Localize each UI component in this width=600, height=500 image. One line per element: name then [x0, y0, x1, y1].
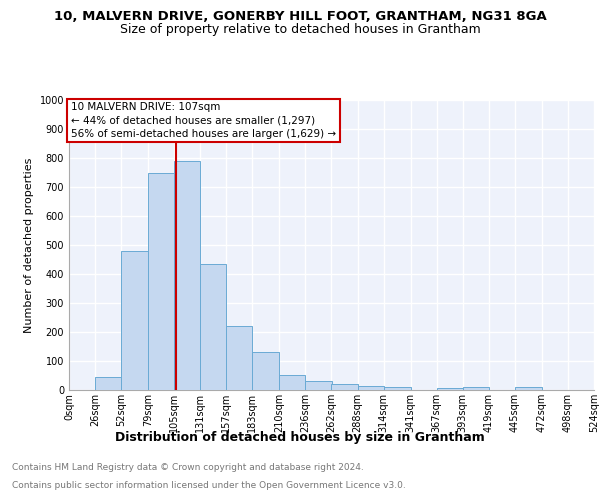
Bar [463, 387, 489, 390]
Text: Distribution of detached houses by size in Grantham: Distribution of detached houses by size … [115, 431, 485, 444]
Bar [280, 375, 305, 390]
Bar [253, 352, 280, 390]
Bar [148, 172, 174, 390]
Bar [121, 251, 148, 390]
Bar [226, 326, 253, 390]
Bar [305, 382, 331, 390]
Bar [437, 388, 463, 390]
Text: Contains HM Land Registry data © Crown copyright and database right 2024.: Contains HM Land Registry data © Crown c… [12, 464, 364, 472]
Bar [358, 386, 383, 390]
Bar [331, 384, 358, 390]
Text: Size of property relative to detached houses in Grantham: Size of property relative to detached ho… [119, 22, 481, 36]
Bar [95, 377, 121, 390]
Text: 10, MALVERN DRIVE, GONERBY HILL FOOT, GRANTHAM, NG31 8GA: 10, MALVERN DRIVE, GONERBY HILL FOOT, GR… [53, 10, 547, 23]
Bar [383, 387, 410, 390]
Bar [515, 387, 542, 390]
Y-axis label: Number of detached properties: Number of detached properties [24, 158, 34, 332]
Text: 10 MALVERN DRIVE: 107sqm
← 44% of detached houses are smaller (1,297)
56% of sem: 10 MALVERN DRIVE: 107sqm ← 44% of detach… [71, 102, 336, 139]
Text: Contains public sector information licensed under the Open Government Licence v3: Contains public sector information licen… [12, 481, 406, 490]
Bar [200, 264, 226, 390]
Bar [174, 161, 200, 390]
